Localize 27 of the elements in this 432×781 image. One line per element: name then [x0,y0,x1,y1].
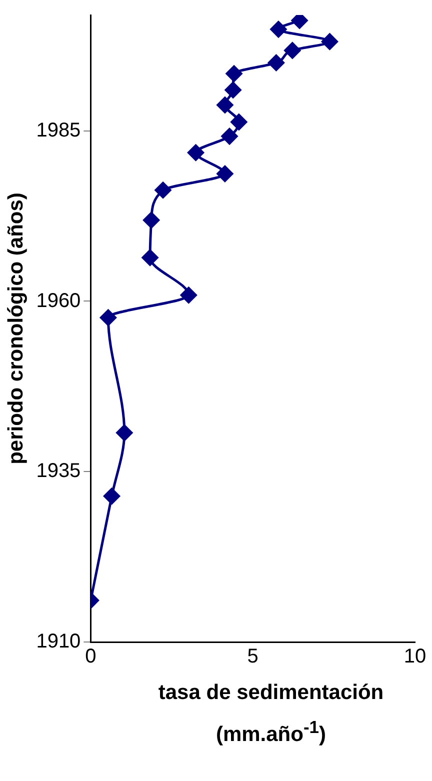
x-tick-label: 0 [85,646,96,668]
point [226,65,242,82]
point [321,33,338,50]
point [100,309,116,326]
y-tick-label: 1960 [36,290,81,312]
point [216,166,234,182]
point [180,286,197,304]
point [143,212,160,228]
point [221,128,238,145]
point [270,21,287,38]
point [224,82,242,98]
point [284,42,301,59]
point [116,424,133,442]
point [188,144,204,161]
point [142,249,158,266]
point [104,488,120,504]
y-tick-label: 1935 [36,460,81,482]
y-tick-label: 1910 [36,630,81,653]
point [216,96,234,114]
point [268,54,284,71]
y-tick-label: 1985 [36,119,81,142]
x-axis-title: tasa de sedimentación (mm.año$^{-1}$) [157,680,385,748]
point [230,114,248,130]
point [154,182,172,198]
y-axis-title: periodo cronológico (años) [4,192,28,464]
x-tick-label: 5 [247,646,258,668]
x-tick-label: 10 [404,646,426,668]
